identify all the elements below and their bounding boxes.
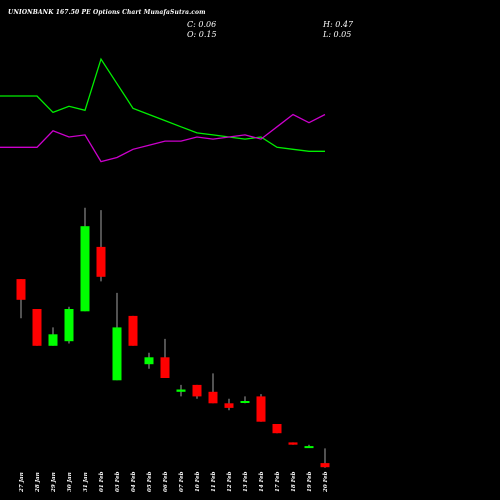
candle-31-jan xyxy=(80,207,90,312)
candle-11-feb xyxy=(208,373,218,404)
indicator-lines xyxy=(0,57,326,163)
candle-12-feb xyxy=(224,398,234,411)
chart-title: UNIONBANK 167.50 PE Options Chart Munafa… xyxy=(8,9,206,16)
candles xyxy=(16,207,330,468)
candle-29-jan xyxy=(48,327,58,346)
candle-body xyxy=(128,315,138,346)
candle-body xyxy=(64,309,74,342)
candle-05-feb xyxy=(144,352,154,369)
x-tick-label: 07 Feb xyxy=(179,471,185,492)
high-readout: H: 0.47 xyxy=(323,20,354,29)
candle-body xyxy=(112,327,122,381)
candle-body xyxy=(96,246,106,277)
x-tick-label: 11 Feb xyxy=(211,471,217,492)
candle-body xyxy=(304,446,314,449)
x-tick-label: 19 Feb xyxy=(307,471,313,492)
candle-body xyxy=(320,463,330,468)
x-tick-label: 01 Feb xyxy=(99,471,105,492)
candle-04-feb xyxy=(128,315,138,346)
candle-13-feb xyxy=(240,396,250,404)
candle-06-feb xyxy=(160,338,170,378)
candle-body xyxy=(288,442,298,445)
candle-body xyxy=(240,401,250,403)
x-axis-ticks: 27 Jan 28 Jan 29 Jan 30 Jan 31 Jan 01 Feb 03 F… xyxy=(19,471,329,493)
candle-28-jan xyxy=(32,309,42,346)
candle-14-feb xyxy=(256,394,266,422)
candle-03-feb xyxy=(112,292,122,381)
x-tick-label: 30 Jan xyxy=(67,472,73,492)
candle-17-feb xyxy=(272,424,282,434)
candle-body xyxy=(80,226,90,312)
indicator-line-2 xyxy=(0,113,326,163)
candle-18-feb xyxy=(288,442,298,445)
x-tick-label: 14 Feb xyxy=(259,471,265,492)
x-tick-label: 31 Jan xyxy=(83,472,89,492)
candle-body xyxy=(48,334,58,346)
x-tick-label: 28 Jan xyxy=(35,472,41,493)
candle-20-feb xyxy=(320,448,330,468)
candle-07-feb xyxy=(176,384,186,397)
candle-19-feb xyxy=(304,444,314,449)
open-readout: O: 0.15 xyxy=(187,30,217,39)
candle-27-jan xyxy=(16,279,26,319)
x-tick-label: 13 Feb xyxy=(243,471,249,492)
candle-body xyxy=(256,396,266,422)
x-tick-label: 27 Jan xyxy=(19,472,25,493)
x-tick-label: 06 Feb xyxy=(163,471,169,492)
candle-body xyxy=(272,424,282,434)
x-tick-label: 05 Feb xyxy=(147,471,153,492)
x-tick-label: 10 Feb xyxy=(195,471,201,492)
candle-body xyxy=(144,357,154,365)
x-tick-label: 20 Feb xyxy=(323,471,329,493)
indicator-line-1 xyxy=(0,57,325,152)
candle-10-feb xyxy=(192,384,202,399)
candle-body xyxy=(224,403,234,408)
candle-01-feb xyxy=(96,210,106,282)
candle-body xyxy=(160,357,170,378)
candle-body xyxy=(176,389,186,392)
x-tick-label: 04 Feb xyxy=(131,471,137,492)
candle-30-jan xyxy=(64,306,74,344)
candle-body xyxy=(32,309,42,346)
low-readout: L: 0.05 xyxy=(323,30,352,39)
x-tick-label: 12 Feb xyxy=(227,471,233,492)
candle-body xyxy=(208,391,218,404)
close-readout: C: 0.06 xyxy=(187,20,217,29)
x-tick-label: 29 Jan xyxy=(51,472,57,493)
x-tick-label: 17 Feb xyxy=(275,471,281,492)
candle-body xyxy=(16,279,26,300)
x-tick-label: 18 Feb xyxy=(291,471,297,492)
x-tick-label: 03 Feb xyxy=(115,471,121,492)
candle-body xyxy=(192,384,202,397)
